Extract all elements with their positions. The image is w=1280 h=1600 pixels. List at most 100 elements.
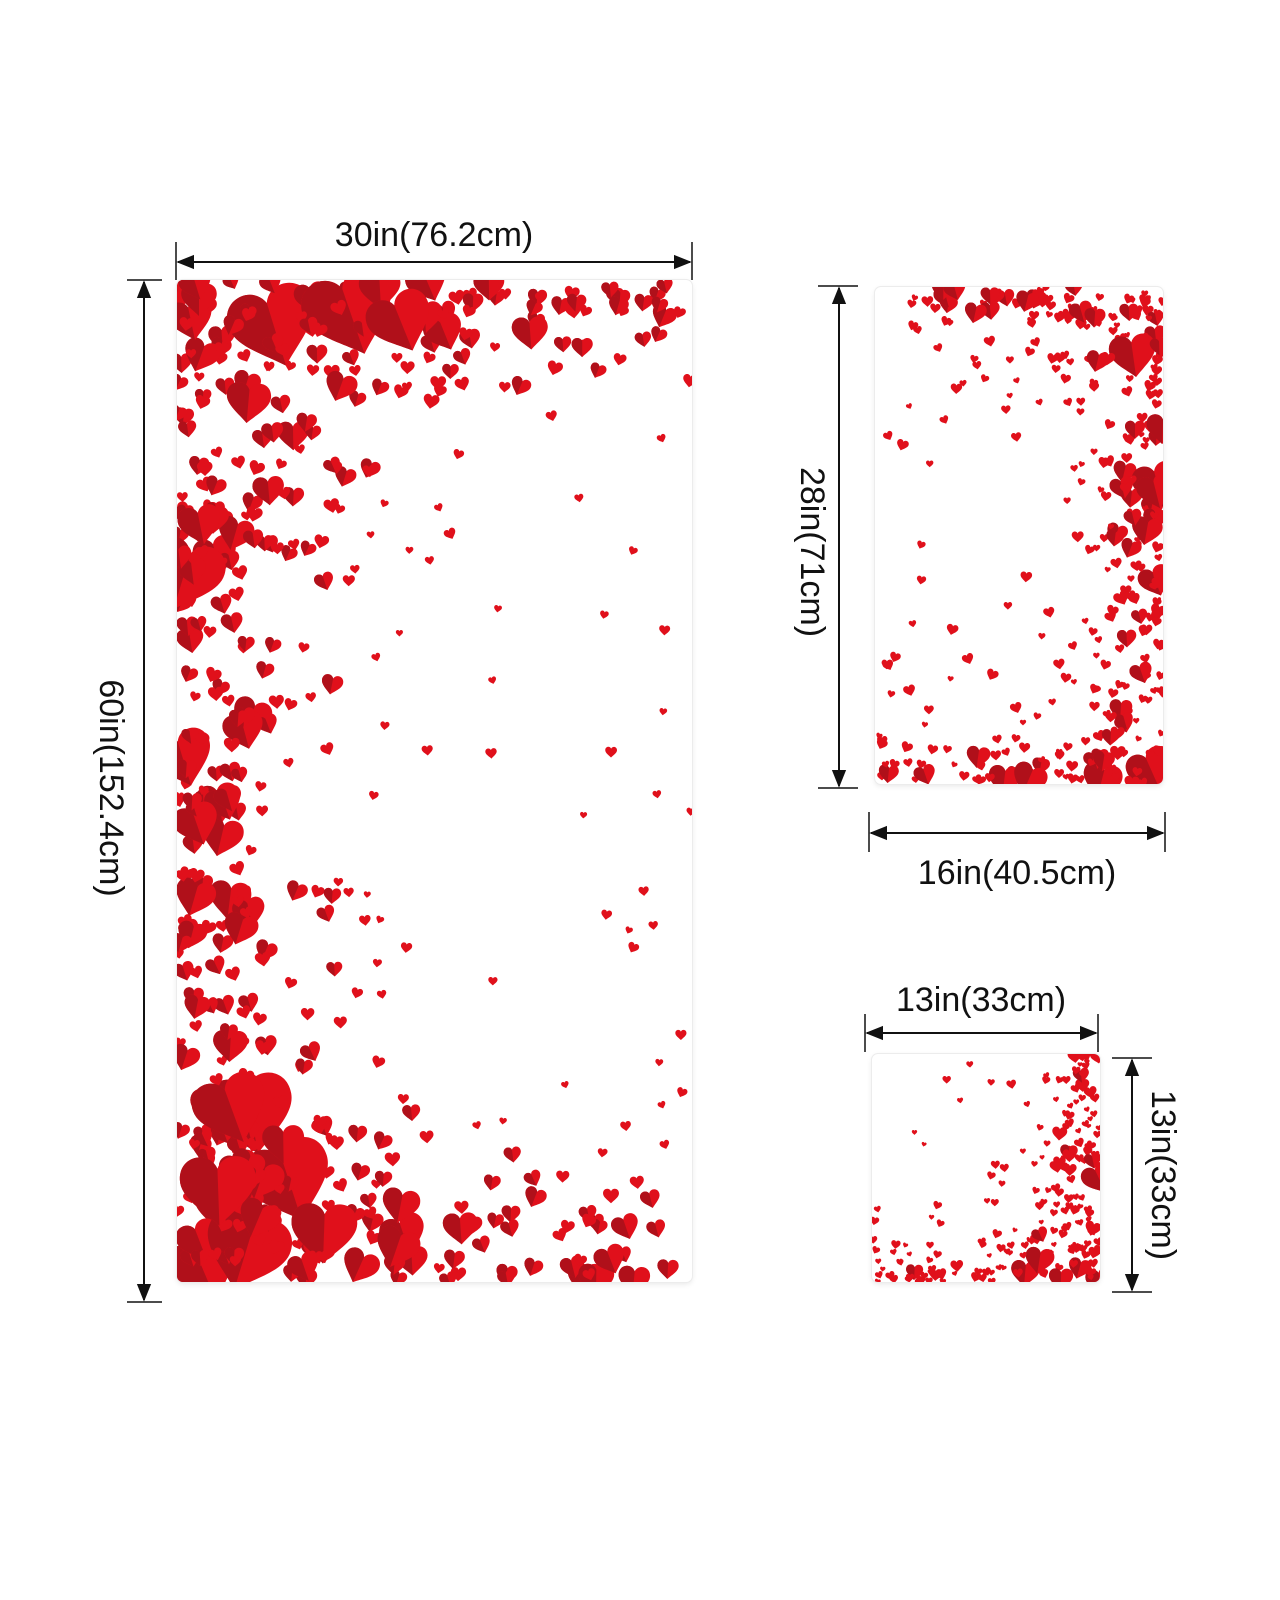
heart-icon	[927, 744, 939, 755]
heart-icon	[1054, 1188, 1064, 1197]
heart-icon	[1042, 1076, 1051, 1084]
heart-icon	[1106, 529, 1125, 547]
heart-icon	[601, 281, 619, 298]
heart-icon	[209, 1073, 223, 1086]
heart-icon	[1047, 353, 1059, 364]
heart-icon	[1074, 1154, 1084, 1163]
heart-icon	[1095, 1125, 1100, 1131]
heart-icon	[597, 1148, 608, 1158]
heart-icon	[999, 1163, 1009, 1173]
heart-icon	[1125, 420, 1145, 439]
heart-icon	[1080, 1161, 1100, 1193]
heart-icon	[903, 758, 913, 767]
heart-icon	[253, 1012, 267, 1026]
heart-icon	[1019, 742, 1031, 753]
heart-icon	[284, 976, 298, 989]
heart-icon	[1062, 773, 1069, 780]
heart-icon	[232, 1218, 247, 1233]
wash-width-label: 13in(33cm)	[895, 981, 1067, 1019]
heart-icon	[1064, 287, 1083, 296]
heart-icon	[1043, 606, 1055, 618]
heart-icon	[1076, 397, 1086, 406]
heart-icon	[1135, 735, 1142, 742]
heart-icon	[177, 933, 192, 953]
heart-icon	[274, 1184, 285, 1195]
heart-icon	[1121, 538, 1142, 558]
heart-icon	[231, 895, 244, 908]
heart-icon	[251, 1233, 266, 1247]
heart-icon	[351, 1162, 371, 1181]
heart-icon	[1113, 590, 1128, 605]
heart-icon	[1131, 608, 1148, 624]
heart-icon	[439, 1271, 457, 1282]
heart-icon	[275, 343, 289, 356]
heart-icon	[609, 296, 629, 316]
heart-icon	[1031, 1226, 1047, 1242]
heart-icon	[1001, 747, 1010, 756]
heart-icon	[923, 705, 934, 715]
heart-icon	[629, 546, 638, 555]
heart-icon	[225, 966, 240, 981]
heart-icon	[284, 698, 298, 711]
heart-icon	[483, 1174, 501, 1191]
heart-icon	[487, 1212, 504, 1229]
heart-icon	[554, 336, 572, 353]
heart-icon	[1000, 1264, 1007, 1271]
heart-icon	[1053, 1201, 1061, 1208]
heart-icon	[189, 1138, 200, 1150]
heart-icon	[950, 1260, 964, 1272]
heart-icon	[262, 1125, 305, 1164]
heart-icon	[959, 771, 970, 781]
bath-towel	[177, 280, 692, 1282]
heart-icon	[1066, 760, 1079, 772]
heart-icon	[983, 335, 995, 347]
heart-icon	[1063, 497, 1071, 505]
heart-icon	[300, 1008, 315, 1021]
heart-icon	[1156, 671, 1163, 680]
heart-icon	[1083, 1106, 1090, 1112]
heart-icon	[249, 460, 265, 475]
heart-icon	[579, 304, 593, 317]
heart-icon	[499, 381, 511, 393]
heart-icon	[499, 288, 512, 300]
heart-icon	[1105, 711, 1117, 723]
heart-icon	[300, 540, 317, 556]
heart-icon	[1066, 1175, 1076, 1184]
heart-icon	[1088, 1246, 1100, 1259]
heart-icon	[360, 1192, 377, 1209]
heart-icon	[1084, 1152, 1100, 1169]
heart-icon	[503, 1146, 521, 1163]
heart-icon	[1005, 356, 1014, 364]
heart-icon	[880, 1266, 886, 1272]
heart-icon	[1151, 617, 1162, 627]
heart-icon	[1144, 696, 1153, 704]
heart-icon	[906, 1251, 912, 1257]
heart-icon	[1115, 644, 1125, 653]
heart-icon	[231, 455, 245, 469]
heart-icon	[453, 348, 471, 365]
heart-icon	[1104, 419, 1116, 430]
heart-icon	[1042, 287, 1050, 292]
heart-icon	[223, 737, 240, 753]
heart-icon	[1137, 332, 1149, 344]
heart-icon	[314, 534, 330, 549]
heart-icon	[655, 1058, 664, 1067]
heart-icon	[1006, 392, 1013, 399]
heart-icon	[933, 1250, 942, 1259]
heart-icon	[990, 1199, 999, 1207]
heart-icon	[571, 337, 593, 358]
heart-icon	[1142, 436, 1150, 444]
heart-icon	[295, 1058, 313, 1075]
bath-height-dimension	[127, 279, 162, 1303]
heart-icon	[1085, 544, 1095, 555]
heart-icon	[333, 1178, 347, 1192]
heart-icon	[1054, 352, 1066, 363]
heart-icon	[472, 1235, 490, 1253]
heart-icon	[1014, 761, 1048, 784]
heart-icon	[1081, 737, 1091, 746]
heart-icon	[454, 1200, 469, 1214]
heart-icon	[1100, 491, 1112, 502]
heart-icon	[223, 315, 244, 335]
heart-icon	[252, 476, 284, 506]
heart-icon	[1155, 686, 1163, 695]
